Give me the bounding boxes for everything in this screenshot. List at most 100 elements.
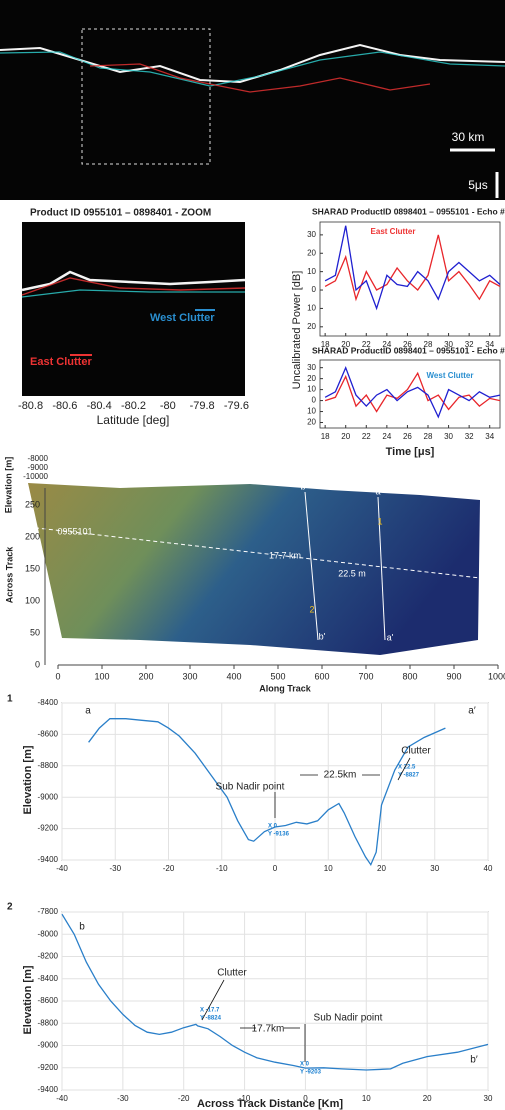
- annotation: b': [319, 631, 326, 641]
- y-tick-label: 10: [307, 407, 316, 416]
- clutter-echo: [21, 277, 246, 296]
- annotation: 22.5 m: [338, 568, 366, 578]
- y-tick-label: 30: [307, 363, 316, 372]
- annotation: West Clutter: [427, 371, 474, 380]
- x-tick-label: 28: [424, 432, 433, 441]
- y-tick-label: -8200: [38, 952, 59, 961]
- x-tick-label: 300: [182, 671, 197, 681]
- x-tick-label: 10: [362, 1094, 371, 1103]
- x-tick-label: 26: [403, 340, 412, 349]
- y-tick-label: -8000: [38, 929, 59, 938]
- axis-label: Elevation [m]: [3, 457, 13, 514]
- profile-line: [377, 496, 386, 641]
- data-tip: X -17.7: [200, 1008, 220, 1014]
- line: [324, 371, 501, 413]
- y-tick-label: -9000: [38, 1041, 59, 1050]
- x-tick-label: 34: [485, 432, 494, 441]
- y-tick-label: -8800: [38, 1018, 59, 1027]
- y-tick-label: 200: [25, 531, 40, 541]
- x-tick-label: -80: [160, 400, 176, 412]
- annotation: Sub Nadir point: [216, 782, 285, 793]
- annotation: Clutter: [401, 746, 431, 757]
- x-tick-label: 18: [321, 340, 330, 349]
- x-tick-label: 10: [324, 864, 333, 873]
- annotation: East Clutter: [30, 356, 92, 368]
- x-tick-label: 20: [341, 432, 350, 441]
- x-tick-label: 28: [424, 340, 433, 349]
- annotation: 0955101: [57, 526, 92, 536]
- x-tick-label: 32: [465, 340, 474, 349]
- annotation: Clutter: [217, 968, 247, 979]
- x-tick-label: 34: [485, 340, 494, 349]
- line: [324, 365, 501, 419]
- line: [324, 234, 501, 302]
- x-tick-label: -80.6: [52, 400, 77, 412]
- y-tick-label: 0: [312, 396, 317, 405]
- y-tick-label: -7800: [38, 907, 59, 916]
- y-tick-label: 0: [312, 285, 317, 294]
- plot-area: [319, 359, 501, 429]
- clutter-echo: [21, 289, 245, 298]
- x-tick-label: -10: [216, 864, 228, 873]
- profile-line: [304, 491, 319, 641]
- annotation: a: [85, 706, 91, 717]
- surface-echo: [21, 270, 246, 292]
- annotation: b′: [470, 1055, 478, 1066]
- chart-title: SHARAD ProductID 0898401 – 0955101 - Ech…: [312, 345, 505, 355]
- y-tick-label: -8400: [38, 698, 59, 707]
- data-tip: X 22.5: [398, 765, 416, 771]
- x-axis-label: Latitude [deg]: [97, 413, 170, 427]
- x-tick-label: 24: [382, 432, 391, 441]
- data-tip: Y -8827: [398, 773, 420, 779]
- y-tick-label: 250: [25, 499, 40, 509]
- x-tick-label: -80.4: [87, 400, 112, 412]
- z-tick-label: -10000: [23, 472, 48, 481]
- y-tick-label: -8400: [38, 974, 59, 983]
- y-tick-label: 10: [307, 385, 316, 394]
- x-tick-label: 800: [402, 671, 417, 681]
- x-tick-label: 500: [270, 671, 285, 681]
- x-tick-label: 200: [138, 671, 153, 681]
- x-axis-label: Across Track Distance [Km]: [197, 1098, 343, 1110]
- y-tick-label: -9200: [38, 824, 59, 833]
- annotation: a': [387, 632, 394, 642]
- line: [88, 718, 446, 867]
- scale-label: 5μs: [468, 178, 488, 192]
- x-tick-label: 26: [403, 432, 412, 441]
- x-tick-label: 22: [362, 340, 371, 349]
- x-tick-label: 0: [55, 671, 60, 681]
- annotation: 2: [309, 604, 314, 614]
- y-tick-label: 10: [307, 304, 316, 313]
- y-tick-label: 20: [307, 374, 316, 383]
- arrow: [397, 757, 411, 781]
- x-tick-label: -79.6: [224, 400, 249, 412]
- x-tick-label: 18: [321, 432, 330, 441]
- y-tick-label: -8800: [38, 761, 59, 770]
- annotation: 1: [377, 516, 382, 526]
- y-axis-label: Uncalibrated Power [dB]: [291, 271, 303, 390]
- x-tick-label: 24: [382, 340, 391, 349]
- x-tick-label: -40: [56, 864, 68, 873]
- axis-label: Along Track: [259, 683, 312, 693]
- annotation: a′: [468, 706, 476, 717]
- annotation: a: [375, 486, 380, 496]
- annotation: West Clutter: [150, 312, 215, 324]
- zoom-title: Product ID 0955101 – 0898401 - ZOOM: [30, 208, 211, 219]
- y-tick-label: 10: [307, 267, 316, 276]
- x-tick-label: 600: [314, 671, 329, 681]
- x-tick-label: -30: [109, 864, 121, 873]
- x-tick-label: -80.2: [121, 400, 146, 412]
- y-axis-label: Elevation [m]: [22, 965, 34, 1034]
- x-tick-label: 20: [377, 864, 386, 873]
- x-axis-label: Time [μs]: [386, 446, 435, 458]
- x-tick-label: -30: [117, 1094, 129, 1103]
- y-tick-label: -9200: [38, 1063, 59, 1072]
- x-tick-label: 100: [94, 671, 109, 681]
- x-tick-label: 22: [362, 432, 371, 441]
- y-tick-label: 20: [307, 418, 316, 427]
- plot-area: [319, 221, 501, 337]
- y-tick-label: 50: [30, 627, 40, 637]
- line: [324, 225, 501, 311]
- x-tick-label: 32: [465, 432, 474, 441]
- clutter-echo: [89, 63, 431, 93]
